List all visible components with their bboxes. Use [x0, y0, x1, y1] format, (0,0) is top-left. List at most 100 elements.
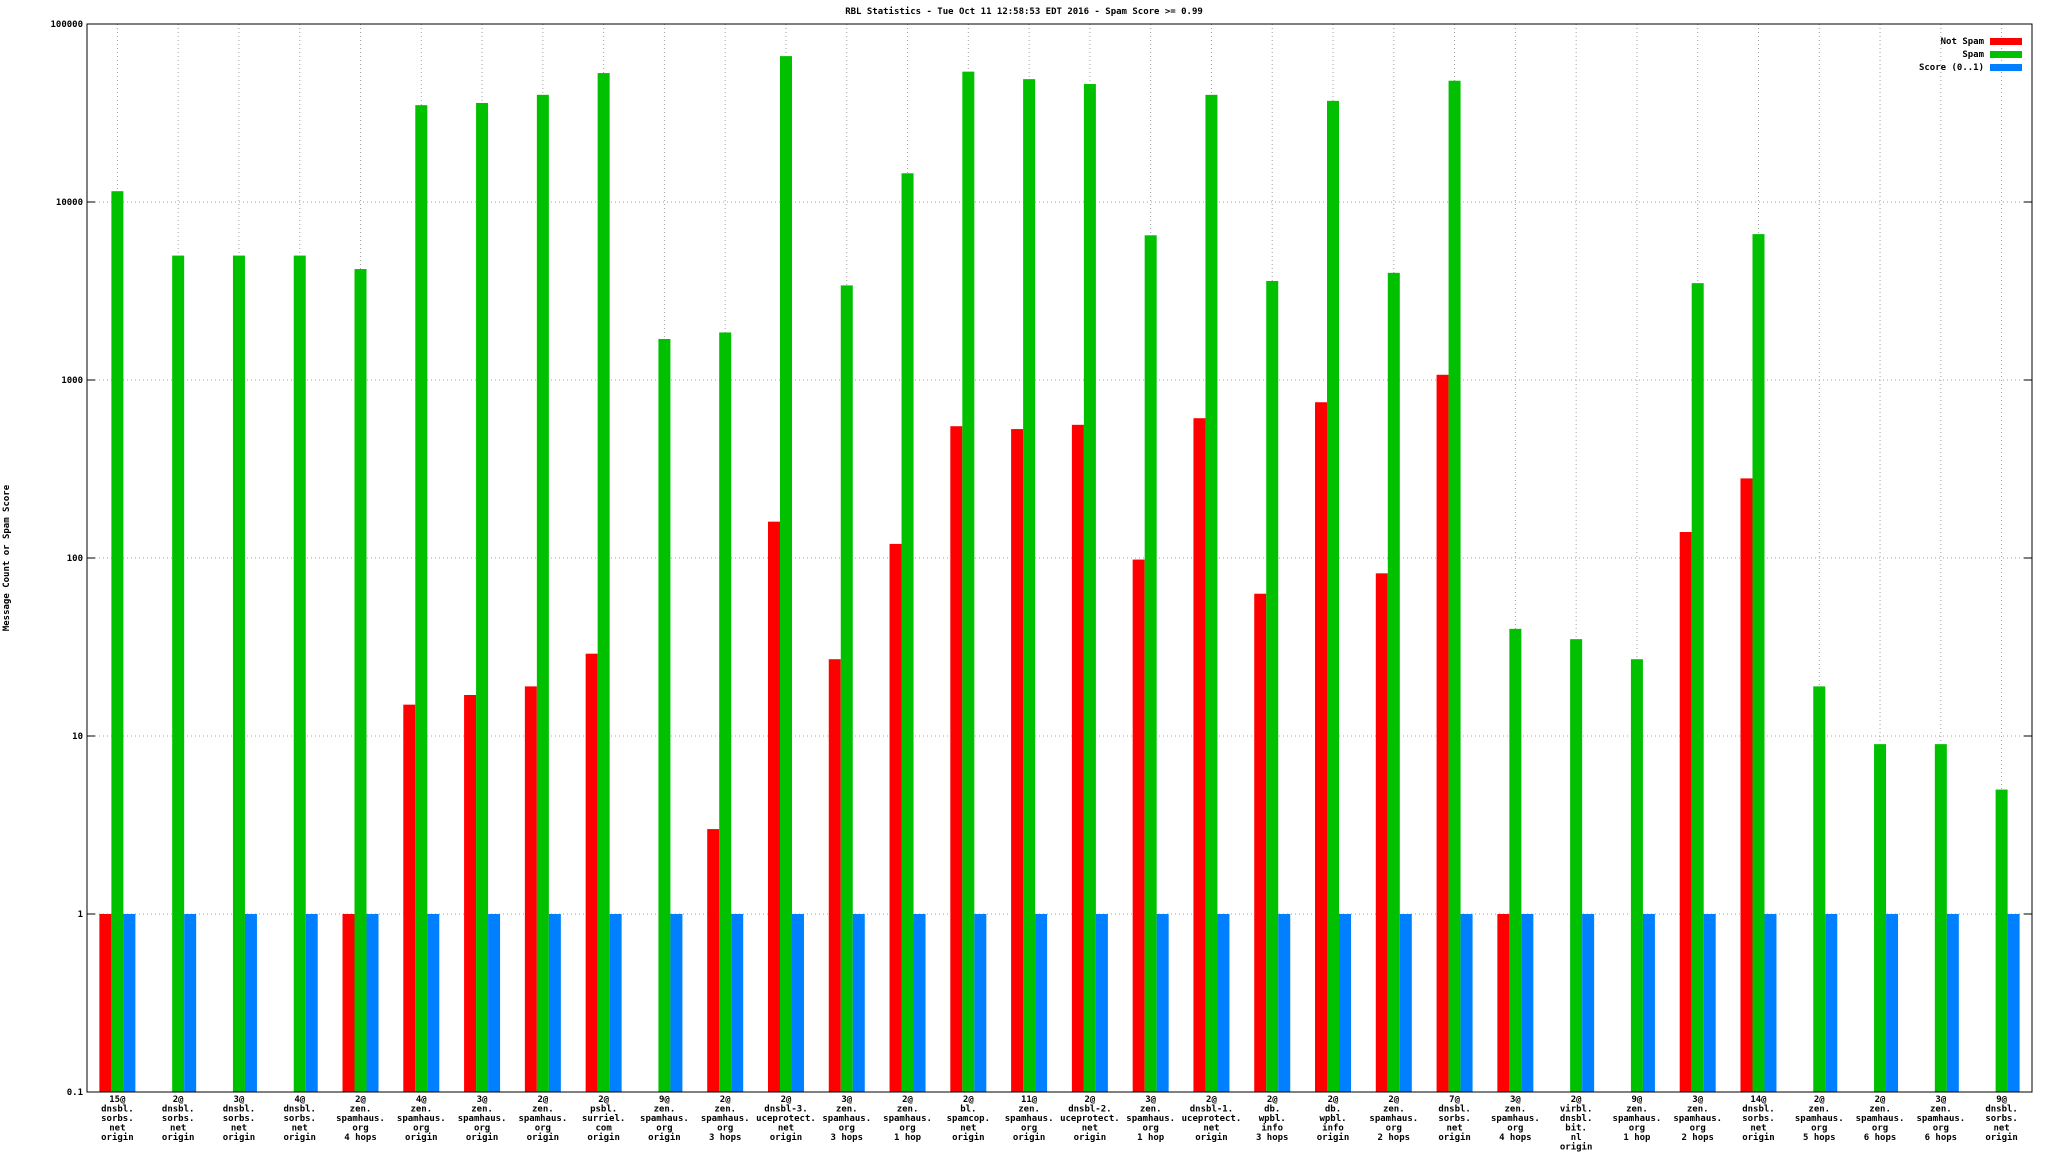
bar	[609, 914, 622, 1092]
x-tick-label: 2@ zen. spamhaus. org origin	[518, 1095, 567, 1143]
bar	[1825, 914, 1838, 1092]
x-tick-label-line: spamhaus.	[1369, 1114, 1418, 1124]
x-tick-label-line: org	[1872, 1124, 1888, 1134]
x-tick-label: 9@ zen. spamhaus. org 1 hop	[1613, 1095, 1662, 1143]
x-tick-label: 2@ dnsbl-2. uceprotect. net origin	[1060, 1095, 1120, 1143]
x-tick-label-line: 3@	[1510, 1095, 1521, 1105]
chart-title: RBL Statistics - Tue Oct 11 12:58:53 EDT…	[845, 6, 1203, 17]
x-tick-label-line: 6 hops	[1925, 1133, 1958, 1143]
x-tick-label-line: spamhaus.	[822, 1114, 871, 1124]
bar	[1327, 100, 1340, 1092]
bar	[427, 914, 440, 1092]
x-tick-label-line: spamhaus.	[1126, 1114, 1175, 1124]
bar	[1642, 914, 1655, 1092]
x-tick-label-line: 4@	[294, 1095, 305, 1105]
x-tick-label-line: bl.	[960, 1105, 976, 1115]
x-tick-label-line: net	[170, 1124, 186, 1134]
x-tick-label-line: zen.	[532, 1105, 554, 1115]
bar	[1156, 914, 1169, 1092]
x-tick-label-line: zen.	[714, 1105, 736, 1115]
y-axis-label: Message Count or Spam Score	[2, 484, 12, 631]
x-tick-label-line: origin	[1013, 1132, 1046, 1143]
x-tick-label: 2@ psbl. surriel. com origin	[582, 1095, 625, 1143]
x-tick-label-line: zen.	[1869, 1105, 1891, 1115]
x-tick-label: 7@ dnsbl. sorbs. net origin	[1438, 1095, 1471, 1143]
x-tick-label-line: zen.	[1018, 1105, 1040, 1115]
x-tick-label-line: bit.	[1565, 1123, 1587, 1134]
x-tick-label-line: 2@	[720, 1095, 731, 1105]
bar	[1023, 79, 1036, 1093]
x-tick-label-line: origin	[283, 1132, 316, 1143]
x-tick-label-line: spamhaus.	[1856, 1114, 1905, 1124]
y-tick-label: 100000	[50, 20, 83, 30]
x-tick-label: 11@ zen. spamhaus. org origin	[1005, 1095, 1054, 1143]
x-tick-label-line: 3 hops	[1256, 1133, 1289, 1143]
x-tick-label-line: 1 hop	[1623, 1133, 1651, 1143]
x-tick-label-line: com	[596, 1124, 613, 1134]
x-tick-label-line: net	[960, 1124, 976, 1134]
x-tick-label: 2@ zen. spamhaus. org 1 hop	[883, 1095, 932, 1143]
bar	[1266, 280, 1279, 1092]
x-tick-label: 3@ zen. spamhaus. org origin	[458, 1095, 507, 1143]
x-tick-label-line: org	[474, 1124, 490, 1134]
bar	[597, 73, 610, 1092]
bar	[1570, 639, 1583, 1092]
x-tick-label: 2@ dnsbl-1. uceprotect. net origin	[1182, 1095, 1242, 1143]
bar	[1217, 914, 1230, 1092]
x-tick-label-line: zen.	[897, 1105, 919, 1115]
bar	[658, 338, 671, 1092]
legend-label: Score (0..1)	[1919, 63, 1984, 73]
bar	[1995, 789, 2008, 1092]
x-tick-label: 4@ dnsbl. sorbs. net origin	[283, 1095, 316, 1143]
x-tick-label-line: 2@	[781, 1095, 792, 1105]
bar	[415, 105, 428, 1093]
bar	[1315, 402, 1328, 1092]
bar	[184, 914, 197, 1092]
x-tick-label-line: 15@	[109, 1095, 126, 1105]
x-tick-label-line: spamhaus.	[1916, 1114, 1965, 1124]
x-tick-label-line: 3@	[234, 1095, 245, 1105]
x-tick-label-line: net	[1446, 1124, 1462, 1134]
x-tick-label-line: dnsbl-2.	[1068, 1105, 1111, 1115]
x-tick-label-line: db.	[1325, 1105, 1341, 1115]
bar	[403, 704, 416, 1092]
x-tick-label-line: org	[1629, 1124, 1645, 1134]
legend-swatch	[1990, 64, 2022, 71]
x-tick-label-line: origin	[952, 1132, 985, 1143]
x-tick-label-line: surriel.	[582, 1113, 625, 1124]
x-tick-label-line: uceprotect.	[1060, 1114, 1120, 1124]
x-tick-label-line: 2@	[1814, 1095, 1825, 1105]
bar	[172, 255, 185, 1092]
x-tick-label-line: origin	[162, 1132, 195, 1143]
bar	[366, 914, 379, 1092]
bar	[488, 914, 501, 1092]
x-tick-label-line: origin	[223, 1132, 256, 1143]
x-tick-label-line: sorbs.	[1742, 1114, 1775, 1124]
x-tick-label-line: spamhaus.	[1673, 1114, 1722, 1124]
x-tick-label-line: dnsbl.	[283, 1105, 316, 1115]
bar	[840, 285, 853, 1093]
x-tick-label-line: org	[1933, 1124, 1949, 1134]
bar	[354, 269, 367, 1092]
x-tick-label-line: 2@	[1328, 1095, 1339, 1105]
x-tick-label-line: 14@	[1750, 1095, 1767, 1105]
x-tick-label-line: 2@	[1388, 1095, 1399, 1105]
bar	[828, 659, 841, 1092]
bar	[1339, 914, 1352, 1092]
x-tick-label: 3@ zen. spamhaus. org 3 hops	[822, 1095, 871, 1143]
bar	[1460, 914, 1473, 1092]
x-tick-label-line: origin	[1195, 1132, 1228, 1143]
x-tick-label: 9@ dnsbl. sorbs. net origin	[1985, 1095, 2018, 1143]
bar	[1582, 914, 1595, 1092]
x-tick-label-line: sorbs.	[101, 1114, 134, 1124]
x-tick-label-line: sorbs.	[283, 1114, 316, 1124]
x-tick-label-line: 2@	[1206, 1095, 1217, 1105]
x-tick-label-line: dnsbl.	[162, 1105, 195, 1115]
x-tick-label-line: db.	[1264, 1105, 1280, 1115]
bar	[464, 694, 477, 1092]
x-tick-label-line: 3@	[1692, 1095, 1703, 1105]
bar	[1497, 914, 1510, 1092]
x-tick-label-line: org	[899, 1124, 915, 1134]
bar	[1874, 744, 1887, 1092]
x-tick-label-line: zen.	[410, 1105, 432, 1115]
